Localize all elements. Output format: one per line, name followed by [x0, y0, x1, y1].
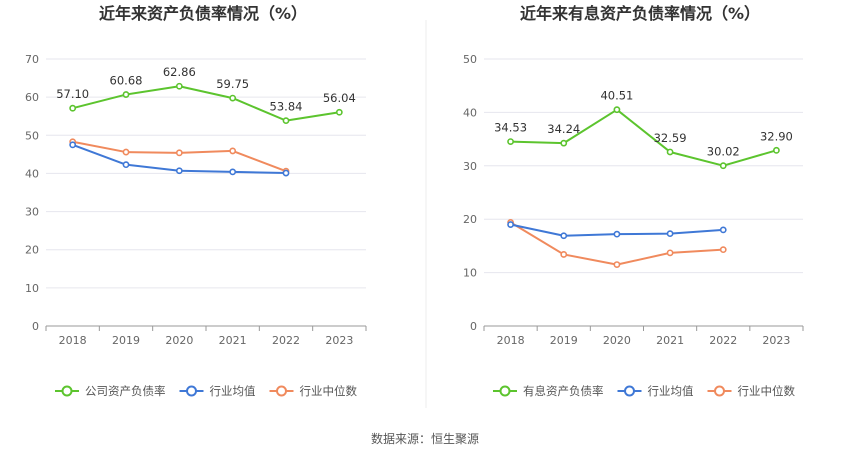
data-point — [613, 261, 621, 268]
y-tick-label: 50 — [25, 129, 39, 142]
y-tick-label: 20 — [463, 213, 477, 226]
data-point — [613, 106, 621, 114]
x-tick-label: 2019 — [112, 334, 140, 347]
data-point — [122, 148, 130, 156]
x-tick-label: 2020 — [603, 334, 631, 347]
data-point — [282, 169, 290, 177]
data-label: 34.24 — [547, 122, 580, 136]
x-tick-label: 2021 — [656, 334, 684, 347]
y-tick-label: 10 — [463, 267, 477, 280]
y-tick-label: 20 — [25, 244, 39, 257]
data-point — [719, 246, 727, 254]
y-tick-label: 60 — [25, 91, 39, 104]
x-tick-label: 2022 — [272, 334, 300, 347]
data-point — [69, 141, 77, 149]
data-label: 53.84 — [270, 100, 303, 114]
x-tick-label: 2018 — [497, 334, 525, 347]
data-point — [122, 91, 130, 98]
legend-swatch-marker — [499, 385, 511, 397]
data-label: 59.75 — [216, 77, 249, 91]
y-tick-label: 40 — [463, 106, 477, 119]
data-point — [666, 249, 674, 257]
legend-entry: 行业中位数 — [300, 384, 358, 398]
x-tick-label: 2023 — [325, 334, 353, 347]
y-tick-label: 0 — [32, 320, 39, 333]
data-point — [507, 221, 514, 228]
data-point — [69, 104, 77, 112]
data-label: 30.02 — [707, 145, 740, 159]
source-label: 数据来源：恒生聚源 — [371, 431, 479, 446]
data-point — [229, 94, 237, 102]
y-tick-label: 70 — [25, 53, 39, 66]
y-tick-label: 40 — [25, 167, 39, 180]
data-point — [773, 146, 780, 154]
data-label: 57.10 — [56, 87, 89, 101]
series-line — [510, 108, 777, 167]
data-point — [560, 232, 568, 240]
y-tick-label: 50 — [463, 53, 477, 66]
x-tick-label: 2022 — [709, 334, 737, 347]
x-tick-label: 2018 — [59, 334, 87, 347]
legend-entry: 有息资产负债率 — [523, 384, 604, 398]
data-point — [560, 139, 568, 147]
chart-title: 近年来有息资产负债率情况（%） — [520, 4, 760, 23]
x-tick-label: 2019 — [550, 334, 578, 347]
chart-title: 近年来资产负债率情况（%） — [99, 4, 307, 23]
legend-swatch-marker — [714, 385, 725, 397]
legend-swatch-marker — [624, 385, 635, 397]
data-point — [613, 230, 621, 238]
data-point — [335, 108, 343, 116]
series-line — [72, 85, 340, 122]
x-tick-label: 2023 — [762, 334, 790, 347]
data-label: 34.53 — [494, 121, 527, 135]
data-label: 62.86 — [163, 65, 196, 79]
data-point — [560, 251, 568, 258]
legend-swatch-marker — [61, 385, 73, 397]
x-tick-label: 2020 — [165, 334, 193, 347]
y-tick-label: 30 — [463, 160, 477, 173]
interest-bearing-liability-ratio-chart: 近年来有息资产负债率情况（%） 0 10 20 30 40 50 2018 2019 2020 20… — [463, 4, 804, 398]
data-point — [282, 117, 290, 125]
data-point — [229, 168, 237, 176]
legend-entry: 行业中位数 — [738, 384, 796, 398]
y-tick-label: 30 — [25, 206, 39, 219]
data-point — [175, 149, 183, 157]
data-point — [175, 167, 183, 175]
legend-entry: 公司资产负债率 — [85, 384, 166, 398]
data-point — [507, 138, 514, 146]
legend-swatch-marker — [276, 385, 287, 397]
data-point — [719, 162, 727, 170]
y-tick-label: 10 — [25, 282, 39, 295]
legend-swatch-marker — [186, 385, 197, 397]
legend-entry: 行业均值 — [210, 384, 256, 398]
data-label: 60.68 — [110, 74, 143, 88]
data-label: 32.59 — [654, 131, 687, 145]
data-point — [122, 161, 130, 169]
data-label: 40.51 — [600, 89, 633, 103]
data-point — [229, 147, 237, 155]
data-point — [666, 230, 674, 238]
y-tick-label: 0 — [470, 320, 477, 333]
series-line — [510, 221, 724, 266]
x-tick-label: 2021 — [219, 334, 247, 347]
data-label: 56.04 — [323, 91, 356, 105]
data-point — [666, 148, 674, 156]
data-point — [719, 226, 727, 234]
data-point — [175, 82, 183, 90]
legend-entry: 行业均值 — [648, 384, 694, 398]
data-label: 32.90 — [760, 129, 793, 143]
liability-ratio-chart: 近年来资产负债率情况（%） 0 10 20 30 40 50 60 70 2018 2019 2020… — [25, 4, 367, 398]
